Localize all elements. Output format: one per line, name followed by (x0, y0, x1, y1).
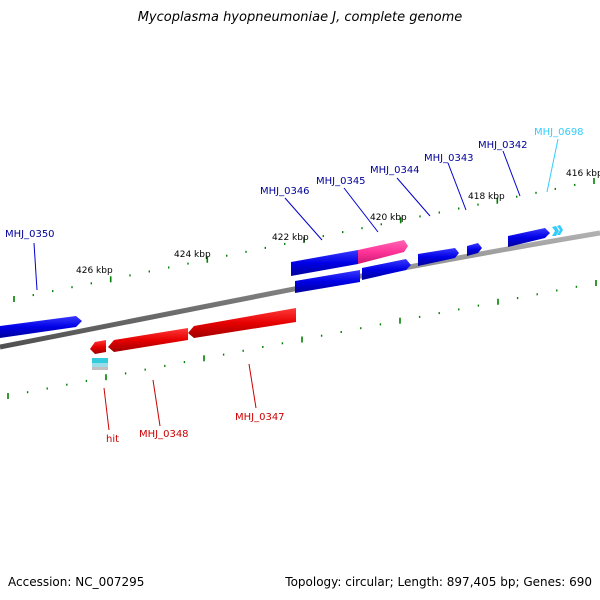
gene-mhj-0344[interactable] (418, 248, 459, 266)
label-mhj-0698: MHJ_0698 (534, 127, 584, 138)
leader-mhj-0345 (343, 187, 379, 233)
scale-labels: 426 kbp 424 kbp 422 kbp 420 kbp 418 kbp … (76, 169, 600, 276)
gene-mhj-0345[interactable] (358, 240, 408, 264)
scale-label-426: 426 kbp (76, 266, 113, 276)
leader-mhj-0348 (152, 379, 161, 427)
leader-hit (103, 387, 110, 431)
hit-marker-b[interactable] (92, 363, 108, 367)
gene-mhj-0343[interactable] (467, 243, 482, 256)
label-mhj-0347: MHJ_0347 (235, 412, 285, 423)
outer-forward-tick-row (13, 178, 595, 302)
gene-labels: MHJ_0350 MHJ_0346 MHJ_0345 MHJ_0344 MHJ_… (5, 127, 584, 445)
leader-mhj-0347 (248, 363, 257, 409)
gene-mhj-0346[interactable] (291, 250, 358, 276)
label-mhj-0346: MHJ_0346 (260, 186, 310, 197)
leader-lines (33, 138, 559, 431)
gene-mhj-0347[interactable] (188, 308, 296, 338)
label-mhj-0345: MHJ_0345 (316, 176, 366, 187)
scale-label-424: 424 kbp (174, 250, 211, 260)
gene-mhj-0350[interactable] (0, 316, 82, 338)
leader-mhj-0346 (284, 197, 323, 241)
gene-mhj-0698-b[interactable] (557, 225, 563, 235)
forward-genes (0, 225, 563, 338)
label-mhj-0343: MHJ_0343 (424, 153, 474, 164)
gene-forward-row2-a[interactable] (295, 270, 360, 293)
scale-label-420: 420 kbp (370, 213, 407, 223)
leader-mhj-0698 (546, 138, 559, 193)
genome-title: Mycoplasma hyopneumoniae J, complete gen… (137, 10, 463, 25)
label-mhj-0350: MHJ_0350 (5, 229, 55, 240)
scale-label-416: 416 kbp (566, 169, 600, 179)
accession-text: Accession: NC_007295 (8, 575, 145, 589)
leader-mhj-0342 (502, 150, 521, 197)
label-mhj-0344: MHJ_0344 (370, 165, 420, 176)
hit-marker[interactable] (92, 358, 108, 363)
leader-mhj-0343 (447, 162, 467, 211)
genome-backbone (0, 230, 600, 350)
gene-mhj-0698[interactable] (552, 226, 559, 236)
leader-mhj-0344 (396, 177, 431, 217)
outer-reverse-tick-row (7, 280, 597, 399)
gene-mhj-0342[interactable] (508, 228, 550, 247)
gene-small-reverse[interactable] (90, 340, 106, 354)
scale-label-418: 418 kbp (468, 192, 505, 202)
leader-mhj-0350 (33, 242, 38, 291)
genome-summary-text: Topology: circular; Length: 897,405 bp; … (285, 575, 592, 589)
gene-mhj-0348[interactable] (108, 328, 188, 352)
hit-marker-c[interactable] (92, 367, 108, 370)
label-mhj-0342: MHJ_0342 (478, 140, 528, 151)
label-hit: hit (106, 434, 119, 445)
scale-label-422: 422 kbp (272, 233, 309, 243)
gene-forward-row2-b[interactable] (362, 259, 411, 280)
label-mhj-0348: MHJ_0348 (139, 429, 189, 440)
reverse-genes (90, 308, 296, 370)
